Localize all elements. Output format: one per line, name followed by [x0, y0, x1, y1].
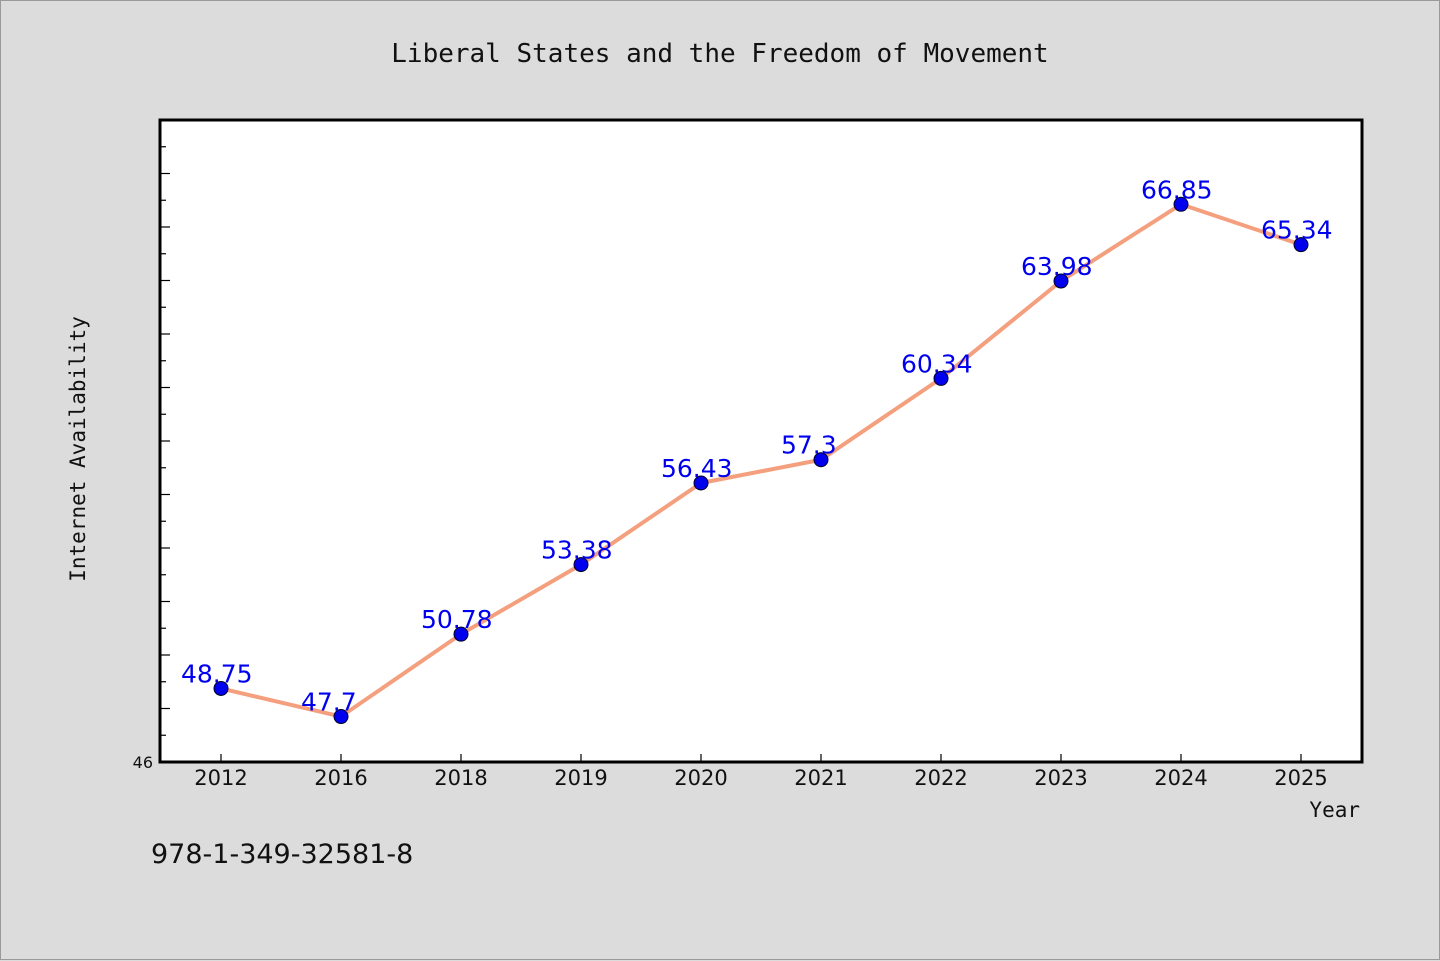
- plot-area: [158, 118, 1364, 764]
- data-label: 48.75: [181, 659, 253, 688]
- x-axis-label: Year: [1309, 798, 1360, 822]
- y-tick-label-min: 46: [133, 753, 153, 772]
- series-layer: 48.75 47.7 50.78 53.38 56.43 57.3 60.34 63.98 66…: [181, 175, 1333, 725]
- data-point: [453, 626, 469, 642]
- data-label: 57.3: [781, 431, 837, 460]
- data-label: 60.34: [901, 349, 973, 378]
- data-point: [573, 557, 589, 573]
- data-label: 65.34: [1261, 216, 1333, 245]
- x-axis-ticks: 2012 2016 2018 2019 2020 2021 2022 2023 2024 2025: [194, 754, 1328, 790]
- data-point: [333, 709, 349, 725]
- x-tick-label: 2012: [194, 766, 247, 790]
- data-label: 53.38: [541, 536, 613, 565]
- data-label: 56.43: [661, 454, 733, 483]
- isbn-text: 978-1-349-32581-8: [151, 839, 413, 870]
- data-point: [813, 452, 829, 468]
- y-axis-label: Internet Availability: [66, 316, 90, 582]
- data-point: [693, 475, 709, 491]
- data-point: [1053, 273, 1069, 289]
- x-tick-label: 2021: [794, 766, 847, 790]
- y-axis-ticks: [160, 119, 170, 763]
- x-tick-label: 2018: [434, 766, 487, 790]
- x-tick-label: 2016: [314, 766, 367, 790]
- x-tick-label: 2023: [1034, 766, 1087, 790]
- x-tick-label: 2024: [1154, 766, 1207, 790]
- data-point: [1173, 196, 1189, 212]
- data-point: [213, 680, 229, 696]
- data-point: [933, 370, 949, 386]
- data-label: 66.85: [1141, 175, 1213, 204]
- x-tick-label: 2019: [554, 766, 607, 790]
- data-label: 47.7: [301, 688, 357, 717]
- data-point: [1293, 237, 1309, 253]
- series-line: [220, 202, 1302, 719]
- data-label: 50.78: [421, 605, 493, 634]
- x-tick-label: 2022: [914, 766, 967, 790]
- data-label: 63.98: [1021, 252, 1093, 281]
- chart-title: Liberal States and the Freedom of Moveme…: [391, 39, 1048, 69]
- x-tick-label: 2025: [1274, 766, 1327, 790]
- x-tick-label: 2020: [674, 766, 727, 790]
